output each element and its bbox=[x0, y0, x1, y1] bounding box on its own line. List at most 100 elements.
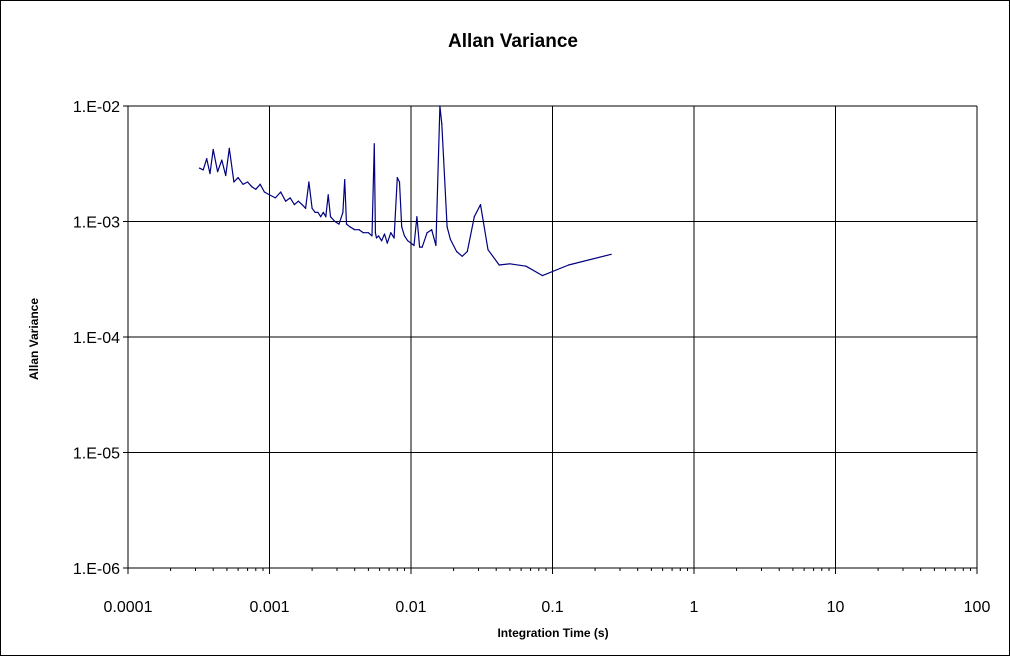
data-point bbox=[268, 194, 271, 196]
data-point bbox=[327, 194, 329, 196]
data-point bbox=[297, 200, 299, 202]
data-point bbox=[466, 250, 468, 253]
data-point bbox=[418, 246, 421, 248]
data-point bbox=[217, 171, 219, 173]
data-point bbox=[251, 186, 253, 188]
x-tick-label: 0.1 bbox=[541, 599, 563, 616]
data-point bbox=[541, 275, 544, 277]
data-point bbox=[358, 229, 360, 231]
data-point bbox=[381, 240, 383, 242]
data-point bbox=[311, 207, 313, 209]
data-point bbox=[228, 147, 230, 149]
y-tick-label: 1.E-03 bbox=[73, 215, 120, 232]
data-point bbox=[322, 211, 324, 213]
data-point bbox=[401, 226, 403, 228]
data-point bbox=[568, 264, 570, 266]
data-point bbox=[525, 265, 527, 267]
data-point bbox=[354, 229, 356, 231]
data-point bbox=[285, 200, 287, 202]
data-point bbox=[325, 216, 327, 218]
y-tick-label: 1.E-04 bbox=[73, 330, 120, 347]
data-point bbox=[449, 238, 452, 240]
data-point bbox=[375, 237, 378, 239]
data-point bbox=[242, 183, 244, 185]
data-point bbox=[349, 226, 351, 228]
data-point bbox=[431, 229, 433, 231]
x-tick-label: 0.01 bbox=[395, 599, 426, 616]
data-point bbox=[386, 242, 388, 244]
data-point bbox=[237, 176, 239, 179]
data-point bbox=[455, 250, 458, 253]
data-point bbox=[374, 232, 376, 234]
data-point bbox=[371, 235, 373, 237]
data-point bbox=[274, 197, 276, 199]
data-point bbox=[233, 181, 235, 183]
x-tick-label: 0.0001 bbox=[104, 599, 153, 616]
data-point bbox=[509, 263, 511, 265]
data-point bbox=[225, 174, 227, 177]
data-point bbox=[479, 204, 482, 206]
y-tick-label: 1.E-02 bbox=[73, 99, 120, 116]
data-point bbox=[446, 226, 448, 228]
data-point bbox=[373, 143, 375, 145]
data-point bbox=[293, 204, 296, 206]
data-point bbox=[198, 167, 201, 169]
x-tick-label: 0.001 bbox=[249, 599, 289, 616]
x-axis-title: Integration Time (s) bbox=[497, 626, 608, 640]
x-tick-label: 10 bbox=[827, 599, 845, 616]
data-point bbox=[308, 181, 310, 183]
data-point bbox=[473, 216, 475, 218]
data-point bbox=[289, 197, 291, 199]
data-point bbox=[413, 244, 415, 247]
data-point bbox=[305, 207, 307, 209]
data-point bbox=[439, 105, 441, 107]
data-point bbox=[398, 181, 401, 183]
x-tick-label: 1 bbox=[690, 599, 699, 616]
data-point bbox=[441, 123, 443, 125]
data-point bbox=[334, 220, 336, 223]
data-point bbox=[416, 216, 418, 218]
data-point bbox=[259, 183, 261, 185]
data-point bbox=[421, 246, 423, 248]
plot-area: 0.0001 0.001 0.01 0.1 1 10 100 1.E-06 1.E-05 1.E-… bbox=[73, 99, 991, 616]
data-point bbox=[435, 244, 437, 247]
data-point bbox=[367, 232, 370, 234]
data-point bbox=[246, 181, 249, 183]
data-point bbox=[362, 232, 364, 234]
data-point bbox=[342, 211, 344, 213]
y-tick-label: 1.E-05 bbox=[73, 446, 120, 463]
data-point bbox=[377, 235, 380, 237]
data-point bbox=[255, 188, 257, 190]
data-point bbox=[280, 191, 282, 193]
data-point bbox=[202, 169, 204, 171]
data-point bbox=[461, 255, 463, 257]
data-point bbox=[393, 237, 395, 239]
data-point bbox=[344, 179, 346, 181]
data-point bbox=[487, 249, 489, 251]
data-point bbox=[410, 242, 412, 244]
data-point bbox=[345, 223, 348, 225]
data-point bbox=[301, 204, 303, 206]
data-point bbox=[403, 235, 406, 237]
data-point bbox=[329, 216, 332, 218]
data-point bbox=[407, 240, 409, 242]
data-point bbox=[206, 158, 208, 160]
data-point bbox=[338, 223, 340, 225]
data-point bbox=[221, 159, 223, 161]
data-point bbox=[426, 232, 428, 234]
data-point bbox=[263, 191, 265, 193]
data-point bbox=[212, 148, 214, 151]
data-point bbox=[610, 253, 612, 255]
data-point bbox=[390, 232, 392, 234]
x-tick-label: 100 bbox=[964, 599, 991, 616]
data-point bbox=[396, 176, 398, 179]
data-point bbox=[443, 158, 445, 160]
y-tick-label: 1.E-06 bbox=[73, 561, 120, 578]
y-axis-title: Allan Variance bbox=[27, 298, 41, 380]
data-point bbox=[320, 216, 322, 218]
data-point bbox=[498, 264, 500, 266]
chart-title: Allan Variance bbox=[448, 31, 578, 52]
data-point bbox=[317, 211, 319, 213]
